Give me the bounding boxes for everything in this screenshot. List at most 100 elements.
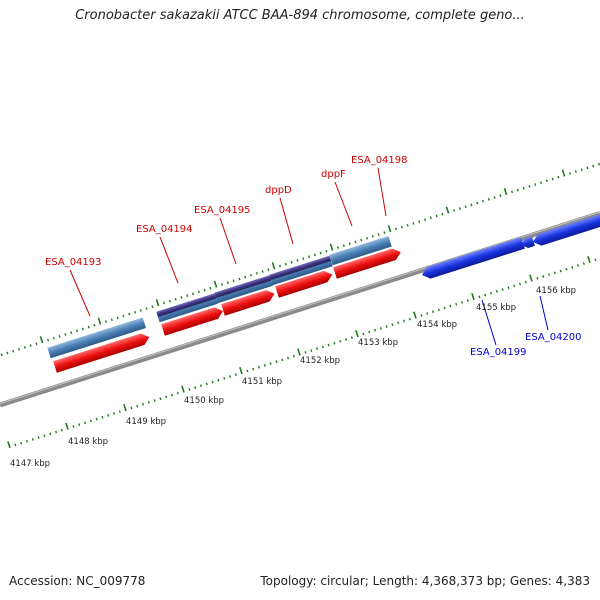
tick-mark bbox=[464, 205, 467, 209]
cds-arrow-esa-04194[interactable] bbox=[161, 305, 225, 336]
tick-mark bbox=[342, 244, 345, 247]
tick-mark bbox=[574, 170, 577, 173]
tick-mark bbox=[107, 414, 110, 417]
tick-mark bbox=[176, 391, 179, 395]
gene-bar-esa-04195[interactable] bbox=[214, 275, 273, 304]
tick-mark bbox=[252, 367, 255, 371]
tick-mark bbox=[453, 209, 456, 212]
tick-mark bbox=[316, 347, 319, 351]
gene-bar-dppd[interactable] bbox=[269, 255, 333, 286]
tick-mark bbox=[516, 188, 519, 192]
tick-mark bbox=[511, 190, 514, 194]
tick-mark bbox=[78, 423, 81, 426]
tick-mark bbox=[49, 432, 52, 436]
tick-mark bbox=[327, 343, 330, 347]
accession-label: Accession: NC_009778 bbox=[9, 574, 146, 588]
tick-mark bbox=[229, 375, 232, 378]
kbp-label: 4149 kbp bbox=[126, 417, 166, 427]
tick-mark bbox=[159, 397, 162, 401]
tick-mark bbox=[557, 175, 560, 179]
gene-label-esa-04194[interactable]: ESA_04194 bbox=[136, 224, 193, 235]
tick-mark bbox=[406, 223, 409, 227]
tick-mark bbox=[105, 320, 108, 323]
gene-label-esa-04198[interactable]: ESA_04198 bbox=[351, 155, 408, 166]
tick-mark bbox=[413, 311, 417, 319]
tick-mark bbox=[304, 351, 307, 354]
cds-arrow-esa-04195[interactable] bbox=[221, 288, 276, 316]
tick-mark bbox=[55, 430, 58, 434]
tick-mark bbox=[180, 296, 183, 299]
tick-mark bbox=[408, 317, 411, 321]
tick-mark bbox=[519, 282, 522, 286]
tick-mark bbox=[362, 332, 365, 336]
tick-mark bbox=[366, 236, 369, 240]
tick-mark bbox=[445, 206, 450, 214]
tick-mark bbox=[507, 286, 510, 289]
tick-mark bbox=[200, 384, 203, 388]
tick-mark bbox=[205, 382, 208, 386]
tick-mark bbox=[211, 380, 214, 384]
kbp-label: 4150 kbp bbox=[184, 396, 224, 406]
tick-mark bbox=[123, 404, 127, 412]
tick-mark bbox=[174, 297, 177, 301]
tick-mark bbox=[499, 194, 502, 197]
cds-arrow-dppf[interactable] bbox=[333, 246, 402, 279]
kbp-label: 4156 kbp bbox=[536, 286, 576, 296]
tick-mark bbox=[209, 286, 212, 290]
tick-mark bbox=[261, 270, 264, 273]
tick-mark bbox=[171, 393, 174, 397]
cds-arrow-esa-04200[interactable] bbox=[531, 213, 600, 248]
tick-mark bbox=[387, 225, 392, 233]
tick-mark bbox=[70, 331, 73, 334]
tick-mark bbox=[339, 339, 342, 343]
tick-mark bbox=[20, 441, 23, 445]
tick-mark bbox=[455, 302, 458, 306]
tick-mark bbox=[65, 422, 69, 430]
kbp-label: 4151 kbp bbox=[242, 377, 282, 387]
tick-mark bbox=[565, 267, 568, 271]
tick-mark bbox=[348, 242, 351, 246]
cds-arrow-dppd[interactable] bbox=[275, 269, 334, 298]
tick-mark bbox=[534, 183, 537, 186]
tick-mark bbox=[221, 283, 224, 286]
tick-mark bbox=[391, 323, 394, 327]
tick-mark bbox=[122, 314, 125, 318]
gene-label-dppd[interactable]: dppD bbox=[265, 185, 292, 196]
tick-mark bbox=[435, 214, 438, 218]
cds-arrow-esa-04199b[interactable] bbox=[519, 236, 535, 249]
cds-arrow-esa-04199[interactable] bbox=[420, 237, 525, 280]
cds-arrow-esa-04193[interactable] bbox=[53, 331, 151, 373]
gene-label-esa-04200[interactable]: ESA_04200 bbox=[525, 332, 582, 343]
tick-mark bbox=[275, 360, 278, 364]
tick-mark bbox=[487, 197, 490, 201]
tick-mark bbox=[443, 306, 446, 310]
tick-mark bbox=[238, 277, 241, 281]
tick-mark bbox=[269, 362, 272, 365]
gene-bar-esa-04194[interactable] bbox=[156, 293, 218, 323]
tick-mark bbox=[529, 274, 533, 282]
tick-mark bbox=[292, 354, 295, 358]
kbp-label: 4153 kbp bbox=[358, 338, 398, 348]
tick-mark bbox=[470, 203, 473, 207]
gene-bar-esa-04193[interactable] bbox=[47, 317, 146, 359]
tick-mark bbox=[466, 299, 469, 302]
tick-mark bbox=[188, 388, 191, 391]
gene-label-esa-04195[interactable]: ESA_04195 bbox=[194, 205, 251, 216]
tick-mark bbox=[116, 316, 119, 320]
tick-mark bbox=[571, 265, 574, 269]
kbp-label: 4155 kbp bbox=[476, 303, 516, 313]
tick-mark bbox=[58, 334, 61, 338]
gene-label-dppf[interactable]: dppF bbox=[321, 169, 346, 180]
tick-mark bbox=[26, 439, 29, 443]
tick-mark bbox=[458, 207, 461, 210]
tick-mark bbox=[429, 216, 432, 220]
gene-bar-dppf[interactable] bbox=[329, 236, 392, 266]
gene-label-esa-04193[interactable]: ESA_04193 bbox=[45, 257, 102, 268]
tick-mark bbox=[186, 294, 189, 297]
tick-mark bbox=[297, 348, 301, 356]
tick-mark bbox=[213, 280, 218, 288]
tick-mark bbox=[181, 385, 185, 393]
tick-mark bbox=[548, 273, 551, 277]
gene-label-esa-04199[interactable]: ESA_04199 bbox=[470, 347, 527, 358]
